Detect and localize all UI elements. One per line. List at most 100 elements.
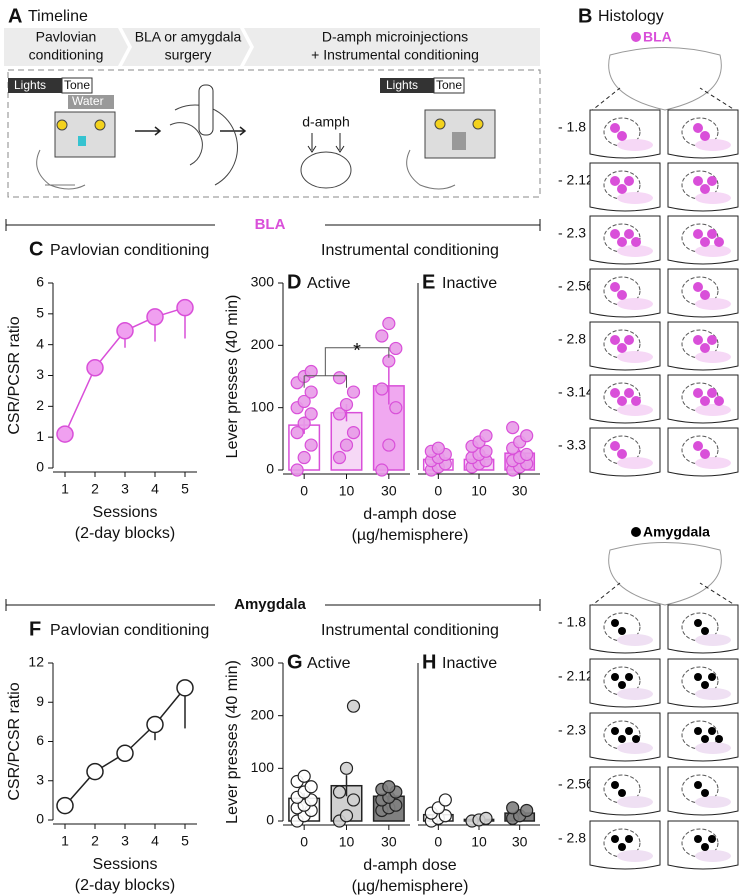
tone-box [61,77,93,94]
placement-dot [693,176,703,186]
placement-dot [707,388,717,398]
placement-dot [617,184,627,194]
panel-title: Inactive [442,275,497,292]
panel-title: Histology [598,8,664,25]
step-label: BLA or amygdala [135,29,242,45]
placement-dot [707,176,717,186]
panel-title: Timeline [28,8,88,25]
x-tick-label: 0 [434,483,442,499]
light-icon [472,118,484,130]
level-label: - 1.8 [558,119,586,135]
step-box [122,28,250,66]
level-label: - 2.8 [558,331,586,347]
panel-letter: B [578,5,592,27]
tone-box [433,77,465,94]
drug-label: d-amph [302,114,349,130]
y-tick-label: 100 [251,398,275,414]
water-box [68,95,114,109]
y-axis-label: CSR/PCSR ratio [6,682,23,800]
light-icon [94,119,106,131]
placement-dot [611,781,619,789]
data-point [520,803,534,818]
x-tick-label: 4 [151,481,159,497]
x-axis-label: d-amph dose [363,857,456,874]
placement-dot [610,282,620,292]
marker [116,744,134,763]
legend-dot [631,32,641,42]
region-shade [695,688,731,700]
y-tick-label: 0 [266,812,274,828]
lever-icon [452,132,466,150]
x-tick-label: 10 [339,483,355,499]
level-label: - 2.3 [558,722,586,738]
chamber-icon [54,111,116,158]
x-tick-label: 30 [512,483,528,499]
placement-dot [618,735,626,743]
data-point [304,364,318,379]
level-label: - 2.56 [558,278,594,294]
marker [146,715,164,734]
placement-dot [632,735,640,743]
placement-dot [700,449,710,459]
y-axis-label: Lever presses (40 min) [224,660,241,824]
timeline-frame [7,69,541,198]
region-shade [617,192,653,204]
data-point [290,426,304,440]
legend-label: Amygdala [643,524,710,540]
placement-dot [694,835,702,843]
data-point [375,382,389,396]
region-shade [617,351,653,363]
x-tick-label: 1 [61,481,69,497]
region-shade [617,688,653,700]
group-title: Instrumental conditioning [321,242,499,259]
y-tick-label: 0 [36,811,44,827]
placement-dot [693,229,703,239]
data-point [375,329,389,343]
x-tick-label: 1 [61,833,69,849]
panel-letter: E [422,271,435,293]
data-point [479,811,493,825]
y-tick-label: 6 [36,274,44,290]
placement-dot [693,441,703,451]
panel-title: Active [307,655,351,672]
level-label: - 1.8 [558,614,586,630]
panel-letter: G [287,651,303,673]
marker [56,425,74,443]
placement-dot [707,229,717,239]
placement-dot [701,681,709,689]
placement-dot [694,727,702,735]
data-point [332,785,347,799]
step-box [244,28,540,66]
y-axis-label: CSR/PCSR ratio [6,316,23,434]
data-point [346,426,361,440]
lights-label: Lights [386,78,418,92]
x-axis-label: (2-day blocks) [75,525,175,542]
placement-dot [625,727,633,735]
placement-dot [617,343,627,353]
arrow [307,133,345,153]
data-point [389,341,403,356]
placement-dot [610,441,620,451]
x-tick-label: 30 [381,834,397,850]
data-point [304,385,318,399]
region-shade [617,742,653,754]
placement-dot [700,237,710,247]
x-tick-label: 3 [121,833,129,849]
placement-dot [610,335,620,345]
placement-dot [714,396,724,406]
placement-dot [700,184,710,194]
y-tick-label: 2 [36,397,44,413]
placement-dot [701,789,709,797]
data-point [520,447,534,462]
placement-dot [610,176,620,186]
region-shade [695,139,731,151]
zoom-lines [589,582,739,608]
region-shade [617,850,653,862]
step-box [4,28,128,66]
data-point [382,438,396,452]
panel-letter: A [8,5,22,27]
region-shade [617,796,653,808]
cannula-icon [198,84,214,136]
y-tick-label: 0 [36,459,44,475]
rat-icon [36,149,86,190]
